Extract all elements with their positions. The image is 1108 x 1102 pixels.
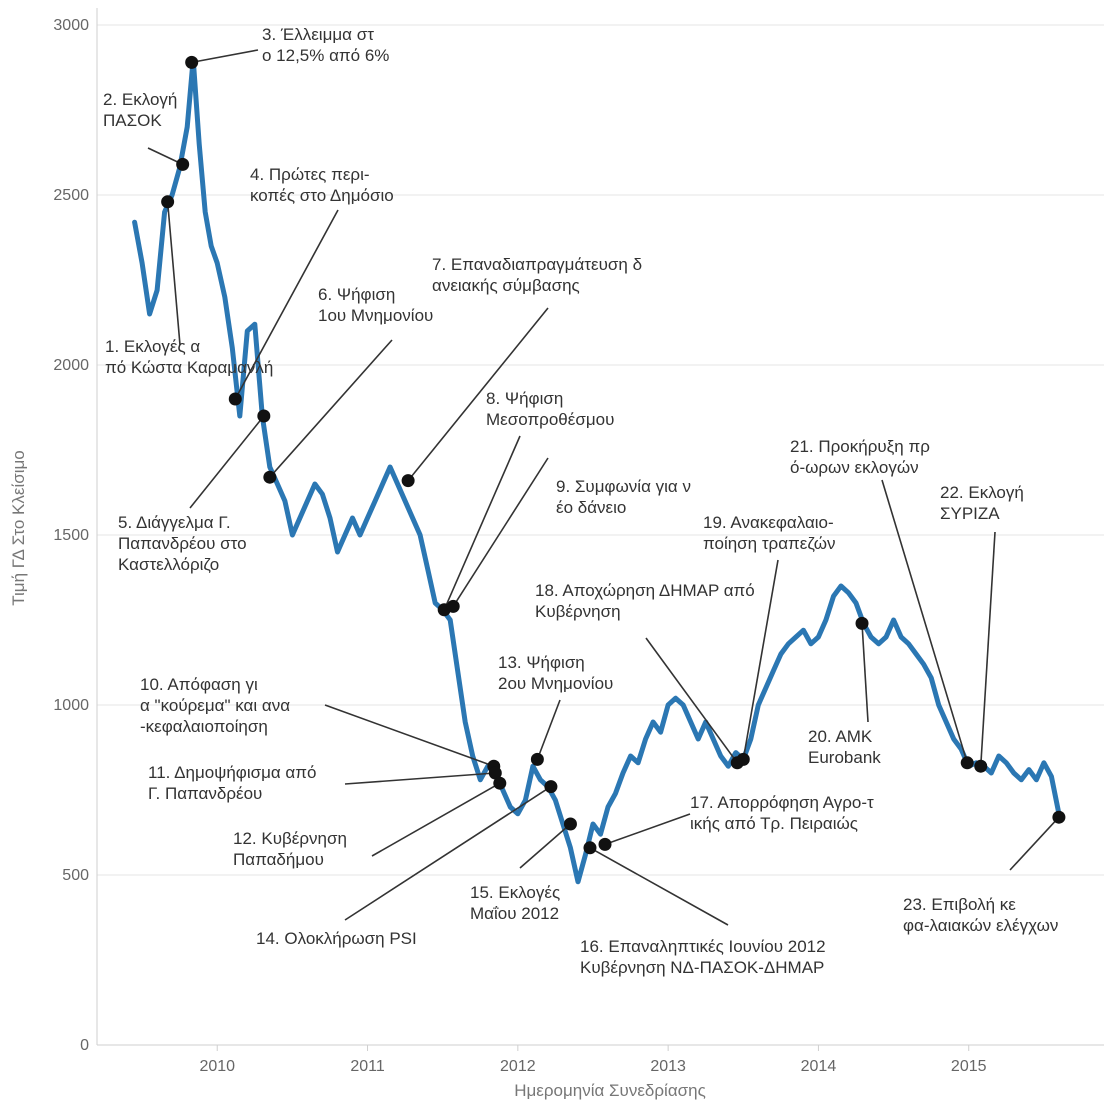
y-tick-label: 2000 — [53, 357, 89, 374]
event-marker — [263, 470, 277, 484]
x-tick-label: 2015 — [951, 1058, 987, 1075]
event-leader-line — [604, 813, 691, 846]
event-leader-line — [371, 782, 501, 857]
event-leader-line — [979, 531, 996, 767]
event-label: 9. Συμφωνία για ν έο δάνειο — [556, 477, 691, 517]
y-tick-label: 1500 — [53, 527, 89, 544]
event-leader-line — [536, 699, 561, 760]
event-marker — [161, 195, 175, 209]
event-leader-line — [191, 49, 259, 64]
event-marker — [446, 599, 460, 613]
x-tick-label: 2014 — [801, 1058, 837, 1075]
event-marker — [530, 752, 544, 766]
event-label: 21. Προκήρυξη πρ ό-ωρων εκλογών — [790, 437, 930, 477]
event-marker — [563, 817, 577, 831]
event-marker — [488, 766, 502, 780]
event-labels: 1. Εκλογές α πό Κώστα Καραμανλή 2. Εκλογή Π… — [103, 25, 1058, 977]
event-leader-line — [443, 435, 521, 611]
x-tick-label: 2011 — [350, 1058, 385, 1075]
x-axis-title: Ημερομηνία Συνεδρίασης — [514, 1081, 706, 1100]
event-leader-line — [189, 415, 265, 509]
y-axis-title: Τιμή ΓΔ Στο Κλείσιμο — [9, 450, 28, 606]
event-leader-line — [324, 704, 495, 767]
event-marker — [401, 474, 415, 488]
event-leader-line — [166, 201, 181, 346]
event-leader-line — [344, 785, 552, 921]
event-marker — [257, 409, 271, 423]
event-leader-line — [881, 479, 968, 764]
event-label: 6. Ψήφιση 1ου Μνημονίου — [318, 285, 433, 325]
event-label: 3. Έλλειμμα στ ο 12,5% από 6% — [262, 25, 389, 65]
event-leader-line — [645, 637, 738, 764]
event-leader-line — [344, 772, 496, 785]
event-marker — [974, 759, 988, 773]
event-label: 18. Αποχώρηση ΔΗΜΑΡ από Κυβέρνηση — [535, 581, 755, 621]
event-leader-line — [452, 457, 549, 607]
event-marker — [855, 616, 869, 630]
event-label: 8. Ψήφιση Μεσοπροθέσμου — [486, 389, 614, 429]
y-tick-label: 3000 — [53, 17, 89, 34]
y-tick-label: 0 — [80, 1037, 89, 1054]
y-tick-label: 1000 — [53, 697, 89, 714]
event-marker — [185, 55, 199, 69]
x-tick-label: 2012 — [500, 1058, 536, 1075]
axes — [96, 8, 1104, 1046]
y-tick-label: 500 — [62, 867, 89, 884]
event-marker — [493, 776, 507, 790]
event-leader-line — [589, 847, 729, 926]
event-marker — [544, 780, 558, 794]
event-leader-line — [1009, 816, 1060, 871]
event-label: 11. Δημοψήφισμα από Γ. Παπανδρέου — [148, 763, 316, 803]
event-marker — [176, 157, 190, 171]
y-tick-label: 2500 — [53, 187, 89, 204]
grid-lines — [97, 24, 1104, 1046]
event-label: 12. Κυβέρνηση Παπαδήμου — [233, 829, 347, 869]
event-marker — [583, 841, 597, 855]
event-marker — [960, 756, 974, 770]
event-label: 15. Εκλογές Μαΐου 2012 — [470, 883, 560, 923]
event-leader-line — [407, 307, 549, 482]
event-label: 17. Απορρόφηση Αγρο-τ ικής από Τρ. Πειραι… — [690, 793, 874, 833]
event-leader-line — [234, 209, 339, 400]
event-label: 10. Απόφαση γι α "κούρεμα" και ανα -κεφαλα… — [140, 675, 290, 736]
event-label: 19. Ανακεφαλαιο-ποίηση τραπεζών — [703, 513, 836, 553]
event-label: 2. Εκλογή ΠΑΣΟΚ — [103, 90, 177, 130]
event-label: 14. Ολοκλήρωση PSI — [256, 929, 417, 948]
event-leader-line — [269, 339, 393, 478]
event-label: 1. Εκλογές α πό Κώστα Καραμανλή — [105, 337, 273, 377]
event-label: 4. Πρώτες περι-κοπές στο Δημόσιο — [250, 165, 394, 205]
event-leader-line — [519, 823, 571, 869]
event-leader-line — [861, 623, 869, 723]
x-tick-labels: 2010 2011 2012 2013 2014 2015 — [199, 1045, 987, 1075]
event-marker — [598, 837, 612, 851]
event-marker — [736, 752, 750, 766]
event-label: 23. Επιβολή κε φα-λαιακών ελέγχων — [903, 895, 1058, 935]
event-label: 20. ΑΜΚ Eurobank — [808, 727, 881, 767]
y-tick-labels: 0 500 1000 1500 2000 2500 3000 — [53, 17, 89, 1054]
series-line — [132, 56, 1062, 885]
event-marker — [228, 392, 242, 406]
event-marker — [1052, 810, 1066, 824]
x-tick-label: 2013 — [650, 1058, 686, 1075]
x-tick-label: 2010 — [199, 1058, 235, 1075]
event-label: 7. Επαναδιαπραγμάτευση δ ανειακής σύμβαση… — [432, 255, 642, 295]
event-label: 5. Διάγγελμα Γ. Παπανδρέου στο Καστελλόριζ… — [118, 513, 247, 574]
event-label: 13. Ψήφιση 2ου Μνημονίου — [498, 653, 613, 693]
annotation-leaders — [147, 49, 1060, 926]
event-label: 22. Εκλογή ΣΥΡΙΖΑ — [940, 483, 1024, 523]
event-leader-line — [742, 559, 779, 760]
event-label: 16. Επαναληπτικές Ιουνίου 2012 Κυβέρνηση … — [580, 937, 826, 977]
event-markers — [161, 55, 1066, 855]
